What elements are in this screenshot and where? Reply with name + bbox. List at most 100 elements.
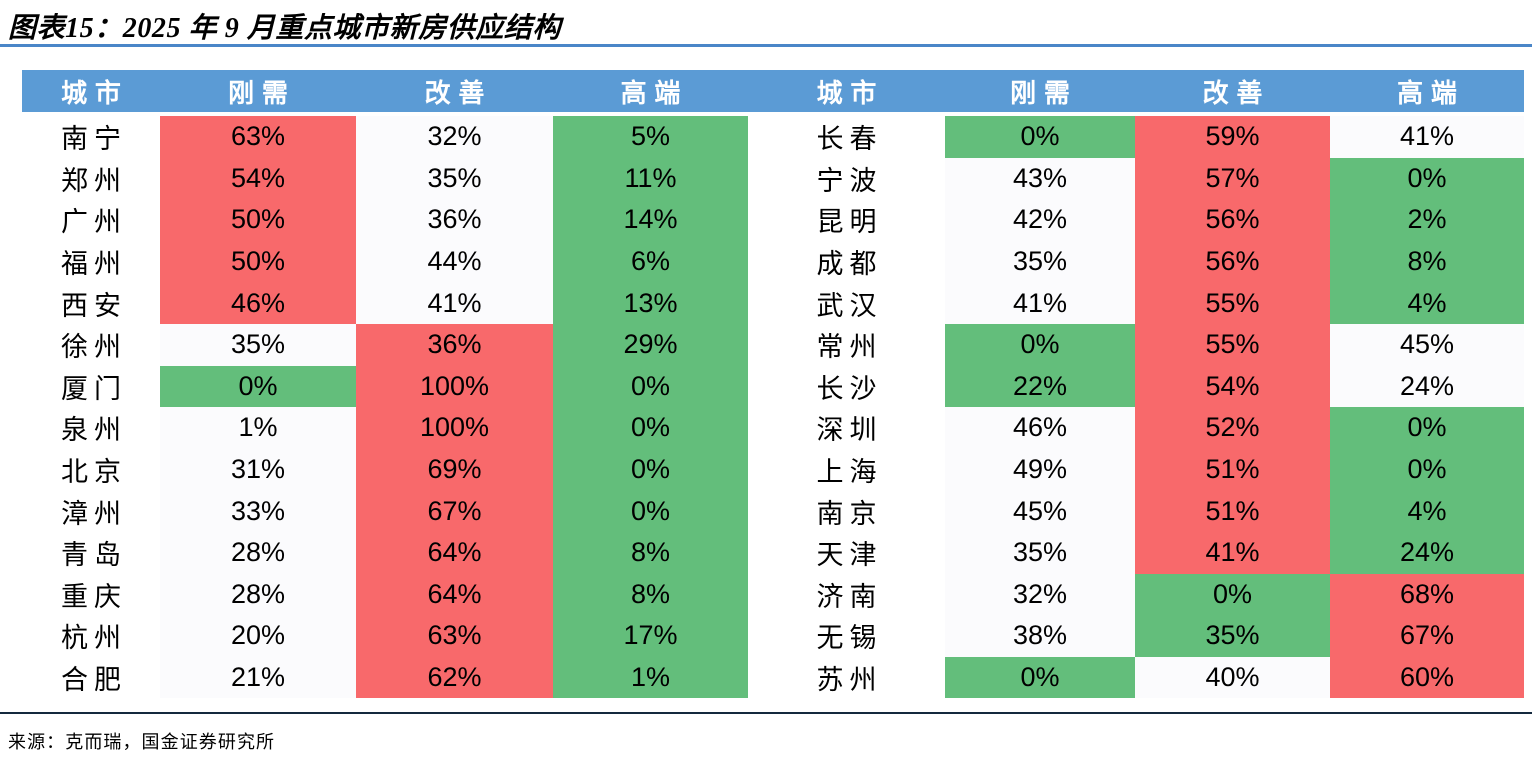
- value-cell: 13%: [553, 282, 748, 324]
- value-cell: 0%: [553, 448, 748, 491]
- value-cell: 8%: [553, 531, 748, 574]
- value-cell: 6%: [553, 240, 748, 283]
- table-row: 厦门 0% 100% 0% 长沙 22% 54% 24%: [22, 365, 1524, 408]
- value-cell: 36%: [356, 199, 553, 241]
- value-cell: 0%: [160, 365, 356, 408]
- table-row: 重庆 28% 64% 8% 济南 32% 0% 68%: [22, 573, 1524, 616]
- table-row: 徐州 35% 36% 29% 常州 0% 55% 45%: [22, 323, 1524, 366]
- value-cell: 35%: [356, 157, 553, 200]
- value-cell: 8%: [1330, 240, 1524, 283]
- heatmap-table: 城市 刚需 改善 高端 城市 刚需 改善 高端 南宁 63% 32% 5% 长春 0% 59% 41% 郑州 5…: [22, 70, 1524, 699]
- value-cell: 35%: [160, 323, 356, 366]
- value-cell: 32%: [356, 116, 553, 158]
- value-cell: 51%: [1135, 490, 1330, 532]
- table-row: 西安 46% 41% 13% 武汉 41% 55% 4%: [22, 282, 1524, 324]
- value-cell: 0%: [945, 323, 1135, 366]
- table-row: 南宁 63% 32% 5% 长春 0% 59% 41%: [22, 116, 1524, 158]
- source-rule: [0, 712, 1532, 714]
- value-cell: 60%: [1330, 656, 1524, 699]
- header-row: 城市 刚需 改善 高端 城市 刚需 改善 高端: [22, 70, 1524, 112]
- table-row: 合肥 21% 62% 1% 苏州 0% 40% 60%: [22, 656, 1524, 699]
- city-cell: 郑州: [22, 157, 160, 200]
- city-cell: 苏州: [748, 656, 945, 699]
- value-cell: 35%: [945, 531, 1135, 574]
- value-cell: 31%: [160, 448, 356, 491]
- city-cell: 无锡: [748, 615, 945, 657]
- value-cell: 32%: [945, 573, 1135, 616]
- city-cell: 昆明: [748, 199, 945, 241]
- table-row: 北京 31% 69% 0% 上海 49% 51% 0%: [22, 448, 1524, 491]
- value-cell: 38%: [945, 615, 1135, 657]
- value-cell: 8%: [553, 573, 748, 616]
- value-cell: 62%: [356, 656, 553, 699]
- value-cell: 54%: [1135, 365, 1330, 408]
- value-cell: 35%: [1135, 615, 1330, 657]
- value-cell: 50%: [160, 240, 356, 283]
- table-body: 南宁 63% 32% 5% 长春 0% 59% 41% 郑州 54% 35% 11% 宁波 43% 57% 0…: [22, 116, 1524, 699]
- city-cell: 南宁: [22, 116, 160, 158]
- value-cell: 41%: [1135, 531, 1330, 574]
- value-cell: 45%: [1330, 323, 1524, 366]
- city-cell: 南京: [748, 490, 945, 532]
- city-cell: 成都: [748, 240, 945, 283]
- header-cell: 城市: [61, 78, 129, 108]
- city-cell: 宁波: [748, 157, 945, 200]
- title-rule: [0, 44, 1532, 47]
- value-cell: 40%: [1135, 656, 1330, 699]
- city-cell: 武汉: [748, 282, 945, 324]
- city-cell: 福州: [22, 240, 160, 283]
- city-cell: 重庆: [22, 573, 160, 616]
- city-cell: 深圳: [748, 407, 945, 449]
- value-cell: 28%: [160, 531, 356, 574]
- table-row: 漳州 33% 67% 0% 南京 45% 51% 4%: [22, 490, 1524, 532]
- value-cell: 2%: [1330, 199, 1524, 241]
- table-row: 泉州 1% 100% 0% 深圳 46% 52% 0%: [22, 407, 1524, 449]
- value-cell: 51%: [1135, 448, 1330, 491]
- value-cell: 50%: [160, 199, 356, 241]
- value-cell: 67%: [356, 490, 553, 532]
- value-cell: 54%: [160, 157, 356, 200]
- value-cell: 17%: [553, 615, 748, 657]
- value-cell: 24%: [1330, 531, 1524, 574]
- value-cell: 68%: [1330, 573, 1524, 616]
- value-cell: 41%: [356, 282, 553, 324]
- city-cell: 厦门: [22, 365, 160, 408]
- city-cell: 长春: [748, 116, 945, 158]
- value-cell: 100%: [356, 365, 553, 408]
- value-cell: 4%: [1330, 490, 1524, 532]
- city-cell: 漳州: [22, 490, 160, 532]
- value-cell: 28%: [160, 573, 356, 616]
- table-row: 杭州 20% 63% 17% 无锡 38% 35% 67%: [22, 615, 1524, 657]
- table-row: 郑州 54% 35% 11% 宁波 43% 57% 0%: [22, 157, 1524, 200]
- table-row: 广州 50% 36% 14% 昆明 42% 56% 2%: [22, 199, 1524, 241]
- value-cell: 24%: [1330, 365, 1524, 408]
- header-cell: 高端: [1397, 78, 1465, 108]
- value-cell: 14%: [553, 199, 748, 241]
- value-cell: 5%: [553, 116, 748, 158]
- table-row: 青岛 28% 64% 8% 天津 35% 41% 24%: [22, 531, 1524, 574]
- value-cell: 1%: [553, 656, 748, 699]
- value-cell: 57%: [1135, 157, 1330, 200]
- value-cell: 59%: [1135, 116, 1330, 158]
- city-cell: 杭州: [22, 615, 160, 657]
- value-cell: 35%: [945, 240, 1135, 283]
- value-cell: 64%: [356, 531, 553, 574]
- value-cell: 0%: [553, 407, 748, 449]
- city-cell: 上海: [748, 448, 945, 491]
- value-cell: 63%: [160, 116, 356, 158]
- value-cell: 0%: [553, 490, 748, 532]
- city-cell: 西安: [22, 282, 160, 324]
- value-cell: 49%: [945, 448, 1135, 491]
- value-cell: 67%: [1330, 615, 1524, 657]
- figure-source: 来源：克而瑞，国金证券研究所: [8, 732, 276, 752]
- value-cell: 4%: [1330, 282, 1524, 324]
- value-cell: 41%: [945, 282, 1135, 324]
- header-cell: 高端: [620, 78, 689, 108]
- city-cell: 天津: [748, 531, 945, 574]
- city-cell: 青岛: [22, 531, 160, 574]
- value-cell: 63%: [356, 615, 553, 657]
- value-cell: 21%: [160, 656, 356, 699]
- city-cell: 泉州: [22, 407, 160, 449]
- value-cell: 44%: [356, 240, 553, 283]
